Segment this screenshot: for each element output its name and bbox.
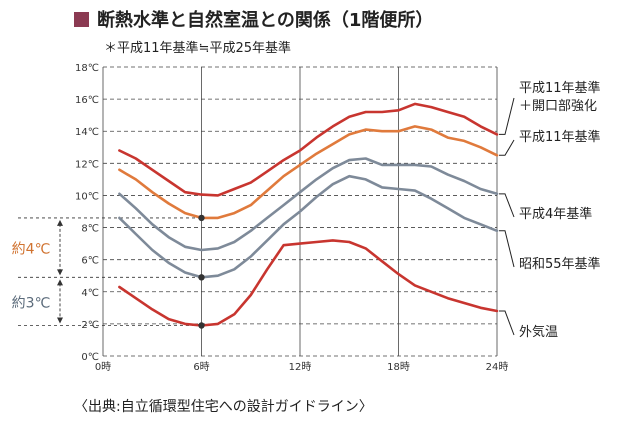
y-tick-label: 4℃: [81, 288, 99, 299]
chart-subtitle: ＊平成11年基準≒平成25年基準: [104, 41, 291, 56]
series-line: [118, 125, 499, 220]
y-tick-label: 12℃: [75, 159, 99, 170]
legend-label: 昭和55年基準: [519, 256, 601, 272]
series-line: [118, 102, 499, 197]
reference-point: [198, 214, 205, 222]
y-tick-label: 6℃: [81, 256, 99, 267]
x-tick-label: 0時: [95, 361, 111, 373]
y-tick-label: 14℃: [75, 127, 99, 138]
legend-label: 平成11年基準: [519, 129, 601, 145]
y-tick-label: 8℃: [81, 224, 99, 235]
annotation-arrow-up: [57, 279, 63, 286]
x-tick-label: 24時: [486, 361, 509, 373]
legend-leader: [499, 139, 515, 156]
annotation-arrow-up: [57, 219, 63, 226]
y-tick-label: 16℃: [75, 95, 99, 106]
title-row: 断熱水準と自然室温との関係（1階便所）: [74, 6, 433, 32]
y-tick-label: 10℃: [75, 191, 99, 202]
x-tick-label: 18時: [387, 361, 410, 373]
x-tick-label: 12時: [289, 361, 312, 373]
legend-label: 平成11年基準: [519, 80, 601, 96]
legend-leader: [499, 310, 515, 336]
title-square-icon: [74, 11, 89, 27]
annotation-label: 約4℃: [12, 242, 51, 258]
reference-point: [198, 322, 205, 329]
legend-leader: [499, 97, 515, 135]
legend-label: 外気温: [519, 324, 558, 340]
annotation-label: 約3℃: [12, 295, 51, 311]
series-line: [118, 239, 499, 327]
legend-label: 平成4年基準: [519, 206, 592, 222]
series-line: [118, 157, 499, 252]
reference-point: [198, 274, 205, 281]
legend-leader: [499, 193, 515, 218]
legend-label: ＋開口部強化: [519, 99, 597, 114]
y-tick-label: 18℃: [75, 63, 99, 74]
chart-title: 断熱水準と自然室温との関係（1階便所）: [97, 10, 434, 31]
chart-source: 〈出典:自立循環型住宅への設計ガイドライン〉: [74, 399, 373, 415]
legend-leader: [499, 230, 515, 268]
annotation-arrow-down: [57, 269, 63, 276]
series-line: [118, 174, 499, 279]
annotation-arrow-down: [57, 317, 63, 324]
x-tick-label: 6時: [193, 361, 209, 373]
y-tick-label: 0℃: [81, 352, 99, 363]
